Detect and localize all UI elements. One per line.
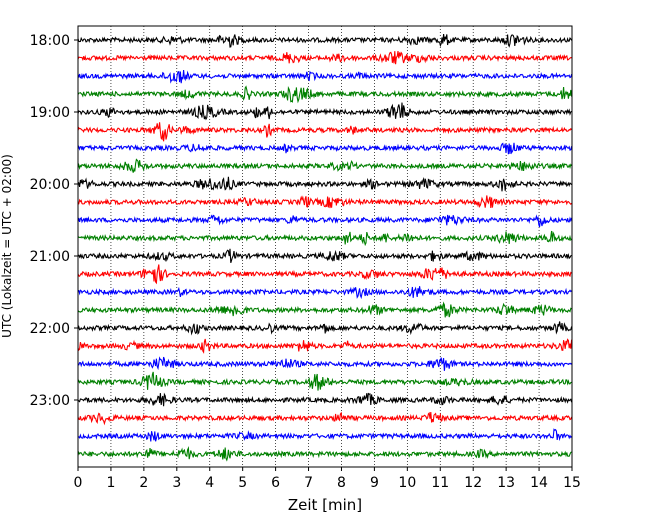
trace-2245 [77,371,572,391]
x-tick-label-13: 13 [497,475,515,491]
x-tick-label-0: 0 [74,475,83,491]
trace-2030 [77,214,573,228]
y-tick-label-2300: 23:00 [30,393,70,409]
y-tick-label-1800: 18:00 [30,33,70,49]
y-tick-label-2000: 20:00 [30,177,70,193]
x-tick-label-15: 15 [563,475,581,491]
x-axis-label: Zeit [min] [288,496,362,514]
plot-frame [77,25,573,468]
x-tick-label-3: 3 [172,475,181,491]
y-tick-label-2100: 21:00 [30,249,70,265]
y-axis-label: UTC (Lokalzeit = UTC + 02:00) [0,154,14,338]
y-tick-label-2200: 22:00 [30,321,70,337]
trace-2345 [77,445,572,462]
trace-2230 [77,356,573,371]
trace-2130 [78,286,572,300]
trace-2200 [77,321,573,336]
trace-1845 [77,85,573,104]
y-tick-label-1900: 19:00 [30,105,70,121]
x-axis-ticks: 0 1 2 3 4 5 6 7 8 9 10 11 12 13 14 15 [74,467,581,491]
trace-2330 [77,428,573,442]
trace-1830 [77,70,573,84]
trace-2145 [77,301,572,318]
trace-1945 [77,158,573,173]
x-tick-label-1: 1 [106,475,115,491]
trace-2315 [77,411,573,426]
x-tick-label-9: 9 [370,475,379,491]
trace-2045 [77,230,573,247]
x-tick-label-2: 2 [139,475,148,491]
trace-2215 [77,338,573,354]
x-tick-label-8: 8 [337,475,346,491]
x-tick-label-14: 14 [530,475,548,491]
trace-2300 [77,392,573,407]
trace-1900 [77,102,572,121]
trace-1800 [77,34,573,48]
x-tick-label-11: 11 [431,475,449,491]
trace-2100 [77,248,572,263]
y-axis-ticks: 18:00 19:00 20:00 21:00 22:00 23:00 [30,33,78,409]
trace-1930 [77,142,573,155]
x-tick-label-6: 6 [271,475,280,491]
x-tick-label-4: 4 [205,475,214,491]
x-tick-label-10: 10 [398,475,416,491]
x-tick-label-7: 7 [304,475,313,491]
trace-1915 [77,122,572,142]
trace-2000 [77,176,572,192]
trace-2015 [77,195,573,209]
x-tick-label-12: 12 [464,475,482,491]
x-tick-label-5: 5 [238,475,247,491]
seismogram-traces [77,34,573,462]
trace-1815 [77,51,572,65]
trace-2115 [77,264,572,285]
